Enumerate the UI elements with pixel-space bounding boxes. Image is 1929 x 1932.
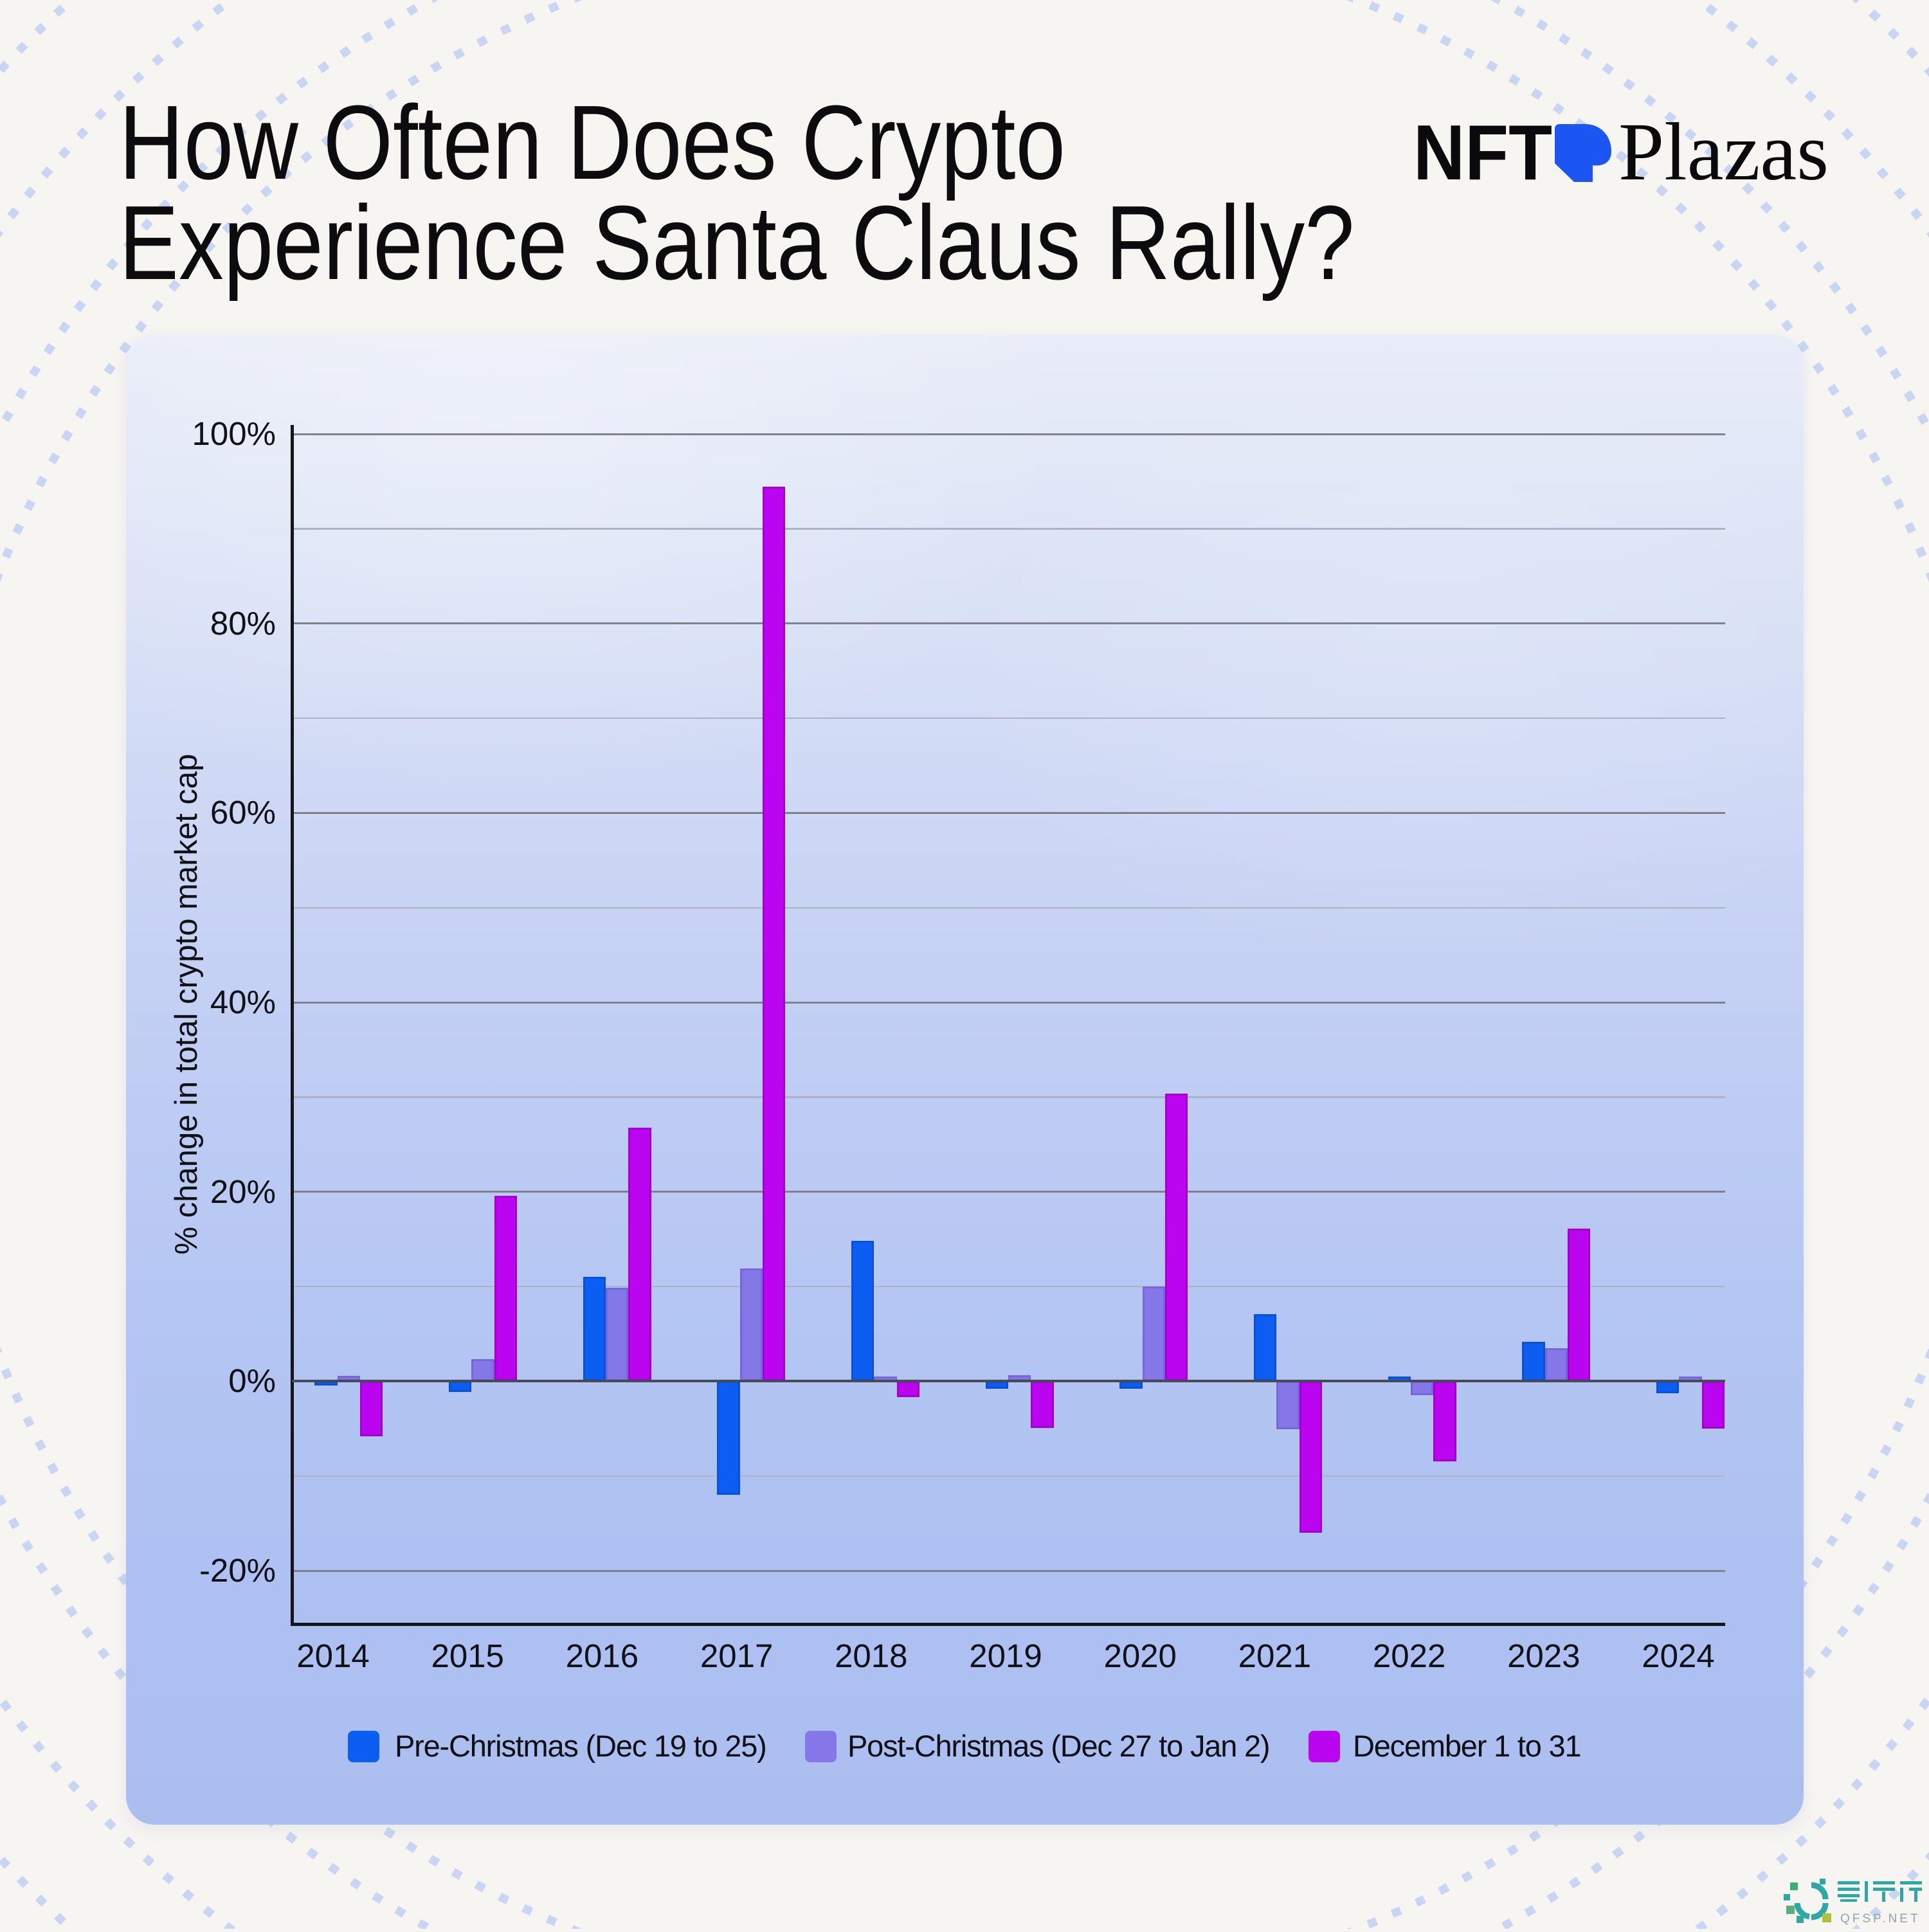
svg-text:Plazas: Plazas — [1618, 106, 1829, 193]
svg-text:NFT: NFT — [1417, 109, 1552, 193]
svg-text:QFSP.NET: QFSP.NET — [1840, 1912, 1921, 1926]
